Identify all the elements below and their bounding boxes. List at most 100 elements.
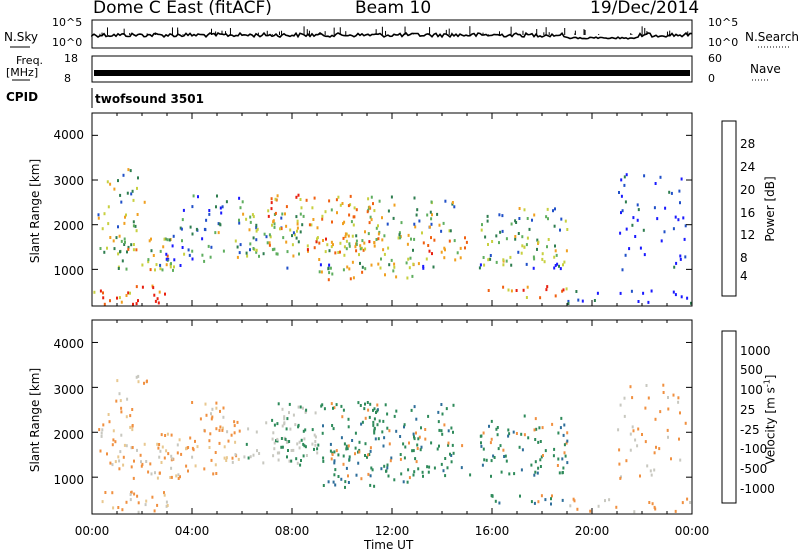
echo-cell [432,265,435,269]
echo-cell [368,205,371,209]
echo-cell [233,431,236,435]
echo-cell [150,237,152,241]
echo-cell [456,251,459,255]
echo-cell [369,446,372,450]
echo-cell [124,240,126,244]
echo-cell [668,190,671,194]
echo-cell [333,406,336,410]
echo-cell [137,176,139,180]
echo-cell [219,409,221,413]
echo-cell [115,399,118,403]
echo-cell [283,422,286,426]
echo-cell [554,249,557,253]
echo-cell [686,497,689,501]
echo-cell [311,442,314,446]
echo-cell [355,243,358,246]
echo-cell [122,463,125,467]
echo-cell [449,452,451,456]
echo-cell [118,459,121,463]
echo-cell [245,217,248,221]
echo-cell [431,213,433,217]
echo-cell [399,453,402,456]
echo-cell [443,423,446,427]
echo-cell [345,466,348,470]
echo-cell [532,255,535,259]
echo-cell [502,448,505,452]
echo-cell [366,210,369,214]
echo-cell [135,285,138,289]
echo-cell [666,428,669,432]
echo-cell [182,208,185,212]
echo-cell [115,236,118,240]
echo-cell [132,243,135,246]
echo-cell [407,233,410,237]
echo-cell [436,447,439,451]
echo-cell [345,239,348,243]
echo-cell [451,202,454,206]
echo-cell [518,445,521,449]
echo-cell [343,442,346,446]
echo-cell [273,247,276,251]
echo-cell [185,447,187,451]
echo-cell [141,285,144,289]
echo-cell [145,499,148,503]
echo-cell [354,446,357,450]
echo-cell [350,220,353,224]
echo-cell [255,229,258,233]
velocity-cb-tick: -500 [740,462,768,476]
echo-cell [118,296,121,300]
echo-cell [533,473,536,477]
echo-cell [619,403,622,407]
echo-cell [286,417,289,421]
nsearch-tick-top: 10^5 [708,16,739,29]
echo-cell [369,483,372,487]
echo-cell [135,375,138,379]
echo-cell [97,216,100,220]
echo-cell [562,263,564,267]
echo-cell [447,441,450,445]
echo-cell [104,491,107,494]
echo-cell [300,438,303,442]
echo-cell [521,235,524,239]
echo-cell [415,460,418,464]
echo-cell [347,481,350,484]
echo-cell [498,241,500,245]
echo-cell [392,216,395,220]
echo-cell [383,234,386,238]
echo-cell [301,406,304,410]
echo-cell [242,212,245,216]
echo-cell [651,502,654,506]
echo-cell [267,214,270,218]
echo-cell [308,223,311,227]
echo-cell [318,241,321,245]
echo-cell [136,494,139,498]
echo-cell [533,257,536,261]
echo-cell [343,245,346,249]
echo-cell [171,244,174,248]
echo-cell [284,437,287,441]
echo-cell [426,213,429,217]
power-ytick: 3000 [53,174,84,188]
echo-cell [191,401,194,404]
echo-cell [408,441,410,445]
echo-cell [410,408,413,412]
echo-cell [332,243,334,247]
echo-cell [413,405,416,409]
echo-cell [102,291,104,295]
echo-cell [532,266,535,270]
echo-cell [525,262,528,266]
echo-cell [238,429,241,433]
echo-cell [215,472,218,475]
echo-cell [526,285,529,289]
echo-cell [256,227,259,231]
echo-cell [159,449,162,453]
echo-cell [354,452,356,456]
echo-cell [130,192,133,196]
echo-cell [398,233,401,237]
x-axis-label: Time UT [364,538,414,552]
echo-cell [337,475,340,478]
echo-cell [348,458,351,462]
echo-cell [542,454,544,457]
echo-cell [292,254,295,258]
echo-cell [655,445,657,449]
